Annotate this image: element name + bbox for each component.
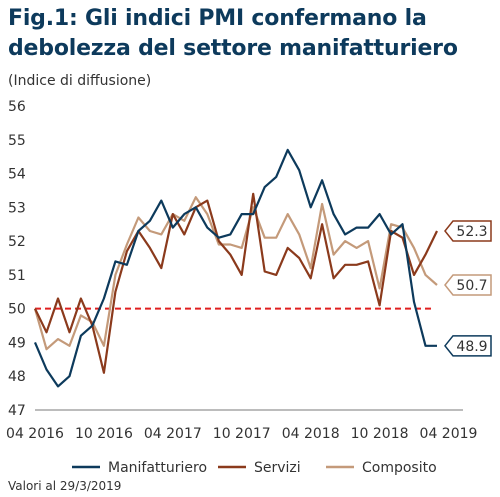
y-tick-label: 48: [8, 369, 26, 385]
y-tick-label: 47: [8, 403, 26, 419]
end-label-box-composito: [444, 274, 492, 296]
x-tick-label: 04 2017: [144, 426, 202, 442]
end-label-box-manifatturiero: [444, 335, 492, 357]
end-label-box-servizi: [444, 220, 492, 242]
chart-title-line-2: debolezza del settore manifatturiero: [8, 36, 458, 61]
end-label-composito: 50.7: [456, 278, 487, 294]
x-tick-label: 10 2016: [75, 426, 133, 442]
y-tick-labels: 47 48 49 50 51 52 53 54 55 56: [8, 99, 26, 419]
legend: Manifatturiero Servizi Composito: [72, 460, 437, 476]
y-tick-label: 49: [8, 335, 26, 351]
y-tick-label: 56: [8, 99, 26, 115]
y-tick-label: 50: [8, 302, 26, 318]
legend-label-manifatturiero: Manifatturiero: [108, 460, 207, 476]
series-line-composito: [33, 196, 438, 351]
series-line-servizi: [34, 192, 438, 374]
x-tick-label: 10 2017: [213, 426, 271, 442]
chart-title-line-1: Fig.1: Gli indici PMI confermano la: [8, 6, 427, 31]
footer-note: Valori al 29/3/2019: [8, 479, 121, 493]
end-value-labels: 48.9 52.3 50.7: [444, 220, 492, 357]
legend-label-servizi: Servizi: [254, 460, 301, 476]
x-tick-label: 04 2018: [282, 426, 340, 442]
end-label-servizi: 52.3: [456, 224, 487, 240]
x-tick-label: 10 2018: [351, 426, 409, 442]
legend-label-composito: Composito: [362, 460, 437, 476]
y-tick-label: 52: [8, 234, 26, 250]
series-lines: [33, 148, 438, 388]
chart-title: Fig.1: Gli indici PMI confermano la debo…: [8, 4, 494, 64]
y-axis-label: (Indice di diffusione): [8, 73, 151, 89]
y-tick-label: 55: [8, 133, 26, 149]
y-tick-label: 51: [8, 268, 26, 284]
y-tick-label: 54: [8, 167, 26, 183]
y-tick-label: 53: [8, 200, 26, 216]
end-label-manifatturiero: 48.9: [456, 339, 487, 355]
x-tick-labels: 04 2016 10 2016 04 2017 10 2017 04 2018 10 20…: [6, 426, 477, 442]
x-tick-label: 04 2019: [420, 426, 478, 442]
x-tick-label: 04 2016: [6, 426, 64, 442]
series-line-manifatturiero: [33, 148, 437, 388]
